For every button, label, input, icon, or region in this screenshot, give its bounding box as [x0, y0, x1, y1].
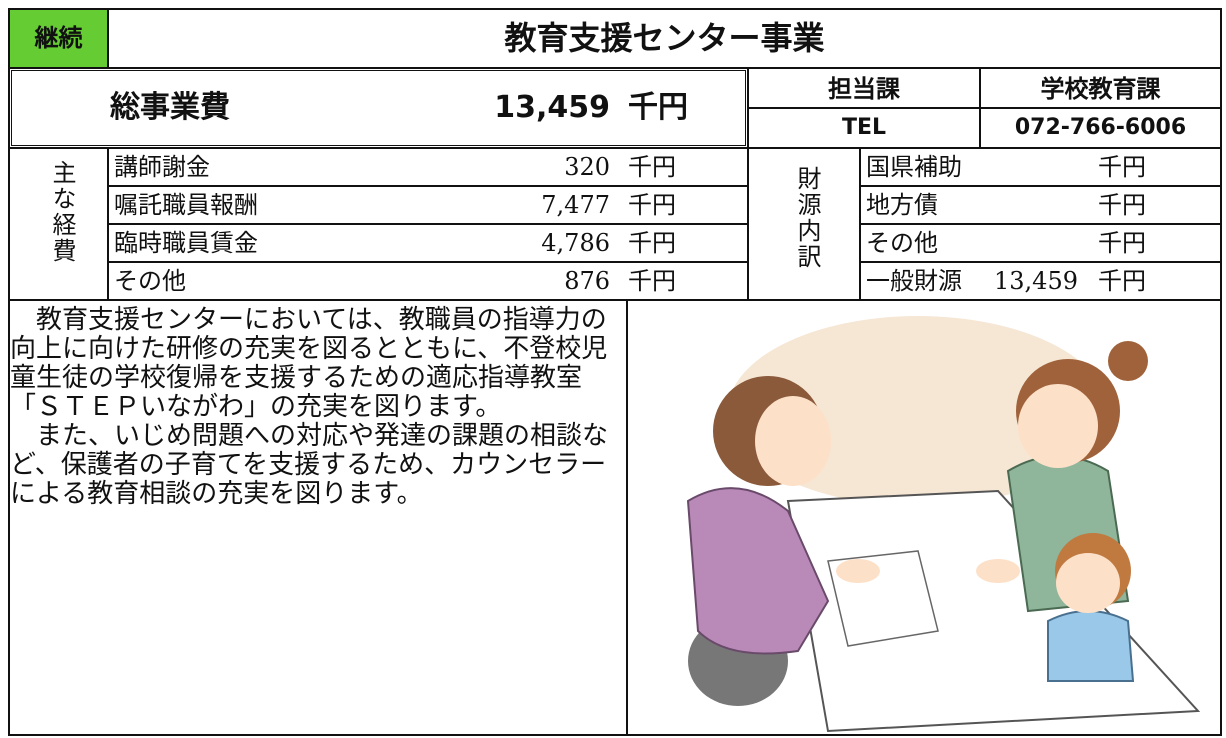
item-unit: 千円 [628, 191, 676, 219]
description-line: による教育相談の充実を図ります。 [10, 479, 423, 509]
description-line: また、いじめ問題への対応や発達の課題の相談な [10, 421, 609, 451]
item-unit: 千円 [628, 267, 676, 295]
item-amount: 4,786 [541, 229, 610, 257]
woman-body [686, 487, 830, 655]
item-name: その他 [114, 267, 186, 295]
item-unit: 千円 [1098, 267, 1146, 295]
row-cell [107, 223, 749, 263]
row-cell [859, 223, 1222, 263]
child-body [1047, 610, 1135, 682]
total-amount: 13,459 [494, 90, 610, 125]
item-unit: 千円 [1098, 229, 1146, 257]
item-unit: 千円 [628, 229, 676, 257]
tel-label: TEL [841, 115, 887, 140]
row-cell [107, 185, 749, 225]
description-line: 教育支援センターにおいては、教職員の指導力の [10, 305, 607, 335]
description-line: 「ＳＴＥＰいながわ」の充実を図ります。 [10, 392, 502, 422]
description: 教育支援センターにおいては、教職員の指導力の 向上に向けた研修の充実を図るとともに… [10, 306, 608, 509]
girl-bun [1108, 341, 1148, 381]
funding-label: 財源内訳 [793, 166, 821, 270]
child-face [1056, 553, 1120, 613]
item-unit: 千円 [628, 153, 676, 181]
total-unit: 千円 [628, 90, 688, 125]
item-unit: 千円 [1098, 153, 1146, 181]
item-name: 地方債 [866, 191, 938, 219]
illustration [686, 316, 1201, 733]
tel-cell [979, 107, 1222, 149]
dept-value: 学校教育課 [1040, 75, 1161, 103]
title: 教育支援センター事業 [504, 19, 825, 57]
item-name: 講師謝金 [114, 153, 210, 181]
row-cell [859, 261, 1222, 301]
description-line: ど、保護者の子育てを支援するため、カウンセラー [10, 450, 607, 480]
item-name: 嘱託職員報酬 [114, 191, 258, 219]
row-cell [107, 261, 749, 301]
girl-hand [976, 559, 1020, 583]
woman-hand [836, 559, 880, 583]
woman-face [755, 396, 831, 486]
illustration-cell [626, 299, 1222, 736]
item-amount: 7,477 [541, 191, 610, 219]
item-name: その他 [866, 229, 938, 257]
item-name: 臨時職員賃金 [114, 229, 258, 257]
row-cell [859, 185, 1222, 225]
tel-label-cell [747, 107, 981, 149]
description-line: 童生徒の学校復帰を支援するための適応指導教室 [10, 363, 583, 393]
row-cell [859, 147, 1222, 187]
item-amount: 13,459 [994, 267, 1078, 295]
item-amount: 320 [564, 153, 610, 181]
dept-cell [979, 67, 1222, 109]
description-cell [8, 299, 628, 736]
total-label: 総事業費 [110, 90, 230, 125]
dept-label: 担当課 [828, 75, 900, 103]
item-unit: 千円 [1098, 191, 1146, 219]
row-cell [107, 147, 749, 187]
tel: 072-766-6006 [1014, 115, 1187, 140]
item-name: 一般財源 [866, 267, 962, 295]
expenses-label: 主な経費 [48, 160, 76, 264]
dept-label-cell [747, 67, 981, 109]
item-name: 国県補助 [866, 153, 962, 181]
description-line: 向上に向けた研修の充実を図るとともに、不登校児 [10, 334, 608, 364]
item-amount: 876 [564, 267, 610, 295]
status: 継続 [34, 24, 83, 52]
girl-face [1018, 384, 1098, 468]
